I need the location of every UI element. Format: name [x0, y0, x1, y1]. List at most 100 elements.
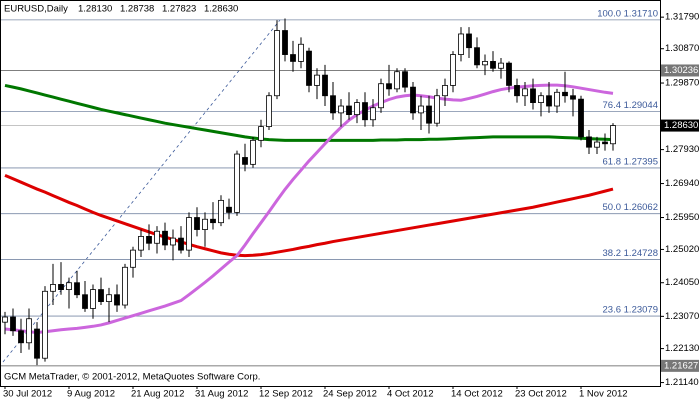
price-label: 1.30236: [664, 65, 698, 76]
moving-average-line: [4, 83, 614, 142]
candle-body: [274, 30, 280, 97]
candle-body: [90, 289, 96, 309]
x-tick-label: 24 Sep 2012: [323, 389, 377, 400]
candle-body: [562, 91, 568, 97]
candle-body: [330, 95, 336, 114]
candle-body: [514, 85, 520, 97]
candle-body: [298, 43, 304, 62]
candle-body: [362, 102, 368, 121]
candle-body: [482, 61, 488, 66]
candle-body: [346, 105, 352, 115]
price-label-box: [661, 64, 699, 77]
candle-body: [402, 71, 408, 88]
candle-body: [282, 30, 288, 55]
candle-body: [610, 125, 616, 145]
candle-body: [42, 290, 48, 359]
candle-body: [82, 294, 88, 309]
y-tick-label: 1.22130: [665, 343, 699, 354]
candle-body: [418, 105, 424, 114]
candle-body: [578, 98, 584, 138]
candle-body: [178, 237, 184, 251]
candle-body: [50, 284, 56, 292]
candle-body: [466, 33, 472, 49]
candle-body: [66, 282, 72, 290]
candle-body: [434, 95, 440, 124]
fib-level-label: 76.4 1.29044: [603, 100, 658, 111]
candle-body: [602, 141, 608, 145]
candle-body: [266, 95, 272, 128]
y-tick-label: 1.29870: [665, 78, 699, 89]
candle-body: [162, 230, 168, 246]
candle-body: [98, 289, 104, 302]
y-tick-label: 1.30870: [665, 43, 699, 54]
candle-body: [154, 230, 160, 244]
candle-body: [218, 199, 224, 224]
candle-body: [458, 33, 464, 55]
fib-level-label: 23.6 1.23079: [603, 305, 658, 316]
candle-body: [426, 105, 432, 124]
fib-anchor-line: [2, 19, 281, 363]
moving-average-line: [4, 173, 614, 258]
moving-average-line: [4, 83, 614, 334]
x-tick-label: 12 Sep 2012: [259, 389, 313, 400]
x-tick-label: 1 Nov 2012: [579, 389, 628, 400]
candle-body: [170, 237, 176, 246]
y-tick-label: 1.21140: [665, 377, 699, 388]
candle-body: [258, 126, 264, 141]
candle-body: [530, 88, 536, 103]
candle-body: [410, 86, 416, 114]
candle-body: [210, 218, 216, 224]
candle-body: [490, 61, 496, 69]
fib-level-label: 50.0 1.26062: [603, 202, 658, 213]
candle-body: [322, 74, 328, 97]
candle-body: [18, 330, 24, 344]
candle-body: [194, 217, 200, 230]
candle-body: [338, 105, 344, 114]
candle-body: [114, 294, 120, 306]
y-tick-label: 1.27930: [665, 144, 699, 155]
candle-body: [554, 91, 560, 107]
candle-body: [202, 218, 208, 230]
footer: GCM MetaTrader, © 2001-2012, MetaQuotes …: [4, 372, 260, 383]
x-tick-label: 21 Aug 2012: [131, 389, 184, 400]
candle-body: [122, 266, 128, 306]
candle-body: [26, 318, 32, 344]
candle-body: [506, 62, 512, 86]
fib-level-label: 100.0 1.31710: [597, 8, 658, 19]
candle-body: [34, 328, 40, 359]
ohlc-readout: 1.27823: [162, 4, 196, 15]
y-tick-label: 1.25020: [665, 244, 699, 255]
candle-body: [10, 316, 16, 332]
x-tick-label: 31 Aug 2012: [195, 389, 248, 400]
candle-body: [306, 50, 312, 86]
candle-body: [130, 249, 136, 268]
candle-body: [226, 206, 232, 213]
y-tick-label: 1.25950: [665, 212, 699, 223]
x-tick-label: 23 Oct 2012: [515, 389, 567, 400]
candle-body: [2, 316, 8, 323]
y-tick-label: 1.24050: [665, 277, 699, 288]
x-tick-label: 9 Aug 2012: [67, 389, 115, 400]
chart-title: EURUSD,Daily: [4, 4, 68, 15]
price-label-box: [661, 119, 699, 132]
candle-body: [386, 83, 392, 90]
x-tick-label: 4 Oct 2012: [387, 389, 433, 400]
candle-body: [250, 139, 256, 165]
candle-body: [106, 294, 112, 302]
candle-body: [538, 95, 544, 103]
candle-body: [314, 74, 320, 86]
candle-body: [242, 157, 248, 165]
candle-body: [546, 95, 552, 107]
ohlc-readout: 1.28738: [120, 4, 154, 15]
candle-body: [146, 236, 152, 244]
candle-body: [522, 88, 528, 97]
ohlc-readout: 1.28130: [78, 4, 112, 15]
fib-level-label: 61.8 1.27395: [603, 156, 658, 167]
x-tick-label: 30 Jul 2012: [3, 389, 52, 400]
candle-body: [442, 85, 448, 97]
candle-body: [498, 62, 504, 69]
x-tick-label: 14 Oct 2012: [451, 389, 503, 400]
candle-body: [594, 141, 600, 148]
